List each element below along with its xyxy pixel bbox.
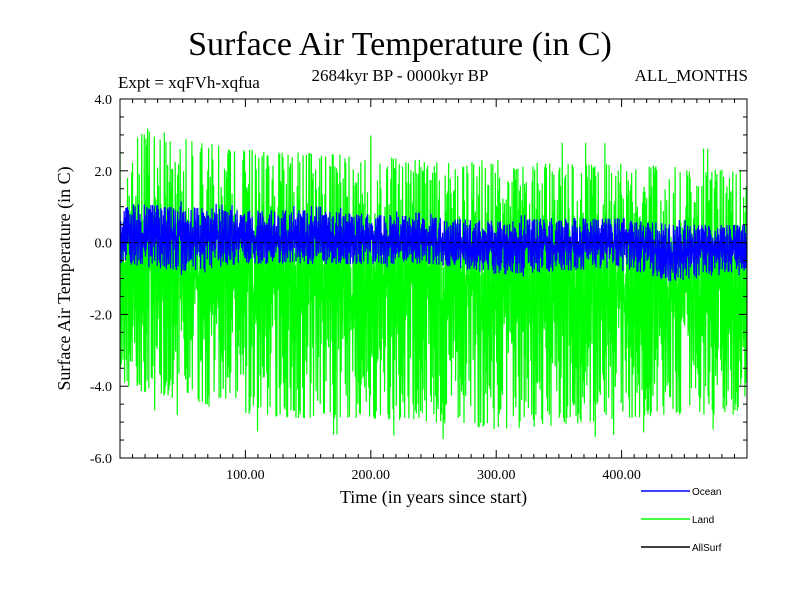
y-axis-label: Surface Air Temperature (in C)	[54, 166, 75, 390]
series-land-line	[120, 128, 747, 439]
y-tick-label: -6.0	[90, 452, 112, 467]
x-tick-label: 100.00	[226, 468, 265, 483]
legend-land-label: Land	[692, 515, 714, 526]
y-tick-label: -4.0	[90, 380, 112, 395]
plot-area	[120, 128, 747, 439]
x-tick-label: 400.00	[602, 468, 641, 483]
y-tick-label: 0.0	[95, 237, 113, 252]
legend-allsurf-label: AllSurf	[692, 543, 722, 554]
x-axis-label: Time (in years since start)	[340, 487, 527, 508]
legend-ocean-label: Ocean	[692, 487, 721, 498]
experiment-label: Expt = xqFVh-xqfua	[118, 73, 260, 92]
chart-title: Surface Air Temperature (in C)	[188, 26, 612, 63]
x-tick-label: 200.00	[352, 468, 391, 483]
y-tick-label: 2.0	[95, 165, 113, 180]
y-tick-label: -2.0	[90, 308, 112, 323]
months-label: ALL_MONTHS	[634, 66, 748, 85]
y-tick-label: 4.0	[95, 93, 113, 108]
x-tick-label: 300.00	[477, 468, 516, 483]
series-ocean-line	[120, 201, 747, 282]
period-label: 2684kyr BP - 0000kyr BP	[311, 66, 489, 85]
